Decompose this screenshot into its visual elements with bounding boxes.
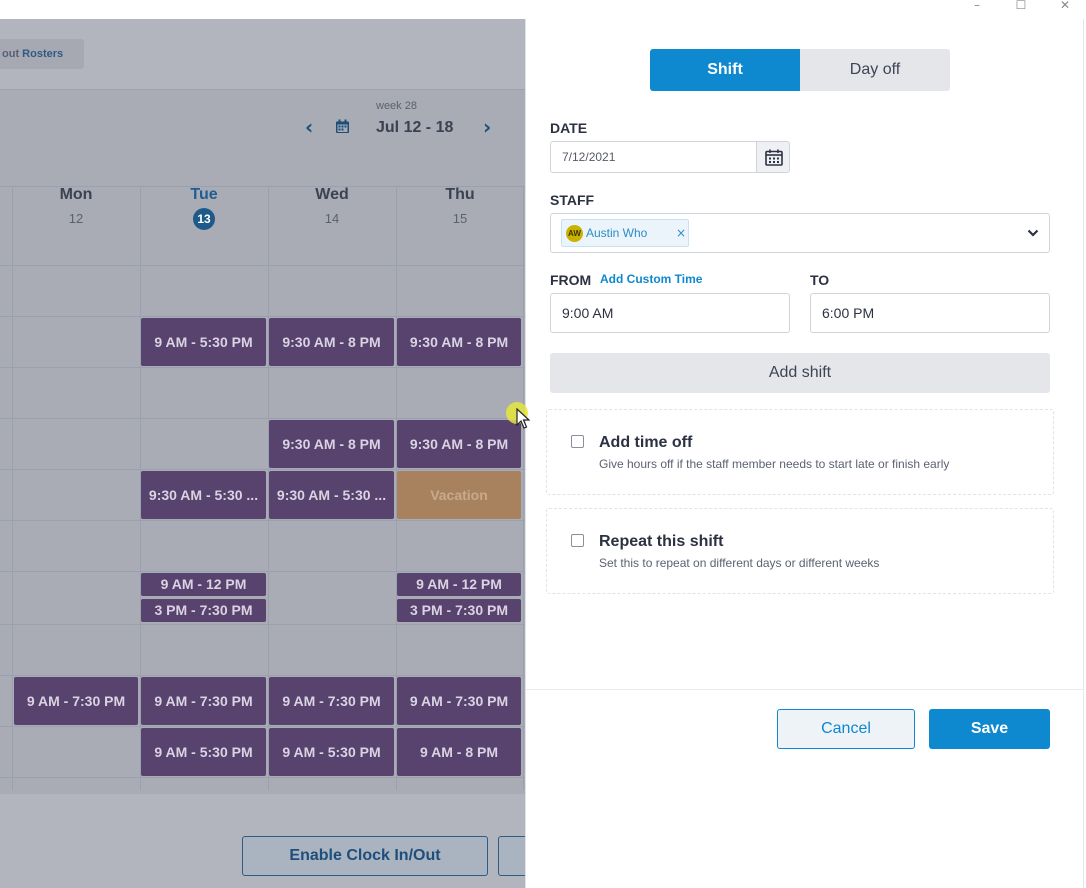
day-number: 15 xyxy=(452,211,468,226)
date-input[interactable] xyxy=(550,141,757,173)
shift-block[interactable]: 9 AM - 7:30 PM xyxy=(269,677,394,725)
avatar: AW xyxy=(566,225,583,242)
date-picker-button[interactable] xyxy=(756,141,790,173)
vacation-block[interactable]: Vacation xyxy=(397,471,521,519)
day-header-thu: Thu 15 xyxy=(396,186,524,226)
add-shift-button[interactable]: Add shift xyxy=(550,353,1050,393)
shift-block[interactable]: 9 AM - 7:30 PM xyxy=(14,677,138,725)
to-time-input[interactable] xyxy=(810,293,1050,333)
shift-block[interactable]: 9:30 AM - 8 PM xyxy=(269,420,394,468)
enable-clock-button[interactable]: Enable Clock In/Out xyxy=(242,836,488,876)
staff-chip-name: Austin Who xyxy=(586,226,648,240)
shift-block[interactable]: 9 AM - 12 PM xyxy=(397,573,521,596)
grid-line xyxy=(0,777,525,778)
time-off-option: Add time off Give hours off if the staff… xyxy=(546,409,1054,495)
week-label: week 28 xyxy=(376,100,417,112)
day-number: 14 xyxy=(324,211,340,226)
repeat-option: Repeat this shift Set this to repeat on … xyxy=(546,508,1054,594)
shift-block[interactable]: 9 AM - 7:30 PM xyxy=(397,677,521,725)
grid-line xyxy=(0,571,525,572)
day-header-wed: Wed 14 xyxy=(268,186,396,226)
shift-block[interactable]: 9 AM - 7:30 PM xyxy=(141,677,266,725)
staff-label: STAFF xyxy=(550,192,595,208)
shift-block[interactable]: 3 PM - 7:30 PM xyxy=(141,599,266,622)
day-header-tue: Tue 13 xyxy=(140,186,268,230)
grid-line xyxy=(0,520,525,521)
mouse-pointer-icon xyxy=(516,408,530,429)
to-label: TO xyxy=(810,272,830,288)
panel-scrollbar[interactable] xyxy=(1083,19,1084,888)
calendar-icon xyxy=(765,149,783,166)
grid-line xyxy=(0,418,525,419)
day-name: Mon xyxy=(59,186,93,203)
shift-block[interactable]: 9:30 AM - 5:30 ... xyxy=(269,471,394,519)
chip-remove-icon[interactable]: × xyxy=(676,226,687,240)
shift-block[interactable]: 9:30 AM - 5:30 ... xyxy=(141,471,266,519)
shift-block[interactable]: 9 AM - 12 PM xyxy=(141,573,266,596)
grid-line xyxy=(0,367,525,368)
grid-line xyxy=(0,265,525,266)
maximize-icon[interactable]: ☐ xyxy=(1015,0,1027,12)
shift-block[interactable]: 3 PM - 7:30 PM xyxy=(397,599,521,622)
repeat-description: Set this to repeat on different days or … xyxy=(599,556,880,570)
day-name: Tue xyxy=(190,186,218,203)
shift-block[interactable]: 9 AM - 8 PM xyxy=(397,728,521,776)
add-custom-time-link[interactable]: Add Custom Time xyxy=(600,272,703,286)
prev-week-button[interactable]: ‹ xyxy=(305,115,314,139)
staff-select[interactable]: AW Austin Who × xyxy=(550,213,1050,253)
tab-shift[interactable]: Shift xyxy=(650,49,800,91)
shift-block[interactable]: 9 AM - 5:30 PM xyxy=(141,318,266,366)
roster-tab[interactable]: out Rosters xyxy=(0,39,84,69)
close-icon[interactable]: ✕ xyxy=(1059,0,1071,12)
minimize-icon[interactable]: – xyxy=(974,0,980,12)
grid-line xyxy=(0,675,525,676)
cancel-button[interactable]: Cancel xyxy=(777,709,915,749)
shift-type-toggle: Shift Day off xyxy=(650,49,950,91)
roster-tab-label: Rosters xyxy=(22,48,64,60)
day-name: Thu xyxy=(445,186,475,203)
grid-line xyxy=(0,469,525,470)
calendar-icon[interactable] xyxy=(335,119,350,134)
shift-block[interactable]: 9:30 AM - 8 PM xyxy=(397,420,521,468)
window-titlebar: – ☐ ✕ xyxy=(0,0,1086,19)
day-header-mon: Mon 12 xyxy=(12,186,140,226)
grid-line xyxy=(0,726,525,727)
today-badge: 13 xyxy=(193,208,215,230)
save-button[interactable]: Save xyxy=(929,709,1050,749)
shift-block[interactable]: 9:30 AM - 8 PM xyxy=(269,318,394,366)
day-name: Wed xyxy=(315,186,349,203)
grid-line xyxy=(396,186,397,790)
next-week-button[interactable]: › xyxy=(483,115,492,139)
grid-line xyxy=(12,186,13,790)
repeat-title: Repeat this shift xyxy=(599,533,724,550)
day-number: 12 xyxy=(68,211,84,226)
shift-block[interactable]: 9:30 AM - 8 PM xyxy=(397,318,521,366)
shift-block[interactable]: 9 AM - 5:30 PM xyxy=(141,728,266,776)
grid-line xyxy=(268,186,269,790)
tab-day-off[interactable]: Day off xyxy=(800,49,950,91)
date-label: DATE xyxy=(550,120,588,136)
week-range: Jul 12 - 18 xyxy=(376,119,454,136)
chevron-down-icon xyxy=(1027,229,1039,237)
roster-topbar: out Rosters xyxy=(0,19,525,90)
grid-line xyxy=(0,624,525,625)
panel-footer-divider xyxy=(526,689,1083,690)
grid-line xyxy=(523,186,524,790)
from-time-input[interactable] xyxy=(550,293,790,333)
repeat-checkbox[interactable] xyxy=(571,534,584,547)
grid-line xyxy=(140,186,141,790)
shift-block[interactable]: 9 AM - 5:30 PM xyxy=(269,728,394,776)
roster-tab-prefix: out xyxy=(2,48,23,60)
time-off-description: Give hours off if the staff member needs… xyxy=(599,457,950,471)
staff-chip: AW Austin Who × xyxy=(561,219,689,247)
grid-line xyxy=(0,186,525,187)
time-off-title: Add time off xyxy=(599,434,693,451)
time-off-checkbox[interactable] xyxy=(571,435,584,448)
from-label: FROM xyxy=(550,272,592,288)
grid-line xyxy=(0,316,525,317)
